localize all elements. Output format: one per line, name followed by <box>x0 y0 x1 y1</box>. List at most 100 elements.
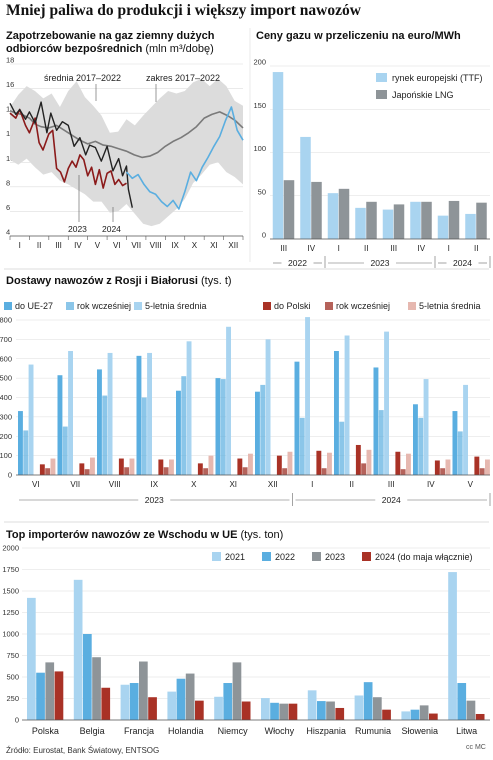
chart4-legend-swatch <box>212 552 221 561</box>
chart3-y-tick: 500 <box>0 374 12 383</box>
chart2-x-tick: II <box>474 244 478 253</box>
chart3-bar-pl <box>316 450 322 475</box>
chart1-header: Zapotrzebowanie na gaz ziemny dużych odb… <box>6 30 246 56</box>
chart3-bar-pl-prev <box>479 468 485 475</box>
chart2-legend-swatch <box>376 73 387 82</box>
chart3-x-tick: VI <box>32 480 40 489</box>
chart2-bar-ttf <box>465 213 476 239</box>
chart2-bar-lng <box>366 201 377 239</box>
chart4-x-tick: Litwa <box>456 726 477 736</box>
chart3-x-tick: XI <box>229 480 237 489</box>
chart4-bar-2021 <box>307 690 317 720</box>
chart3-bar-pl-prev <box>440 468 446 475</box>
chart1-x-tick: XI <box>210 241 218 250</box>
chart4-legend-label: 2024 (do maja włącznie) <box>375 552 473 562</box>
chart4-x-tick: Rumunia <box>355 726 391 736</box>
chart3-bar-pl-avg <box>287 451 293 475</box>
chart2-y-tick: 100 <box>253 144 266 153</box>
chart3-bar-eu27-avg <box>384 331 389 475</box>
chart3-header: Dostawy nawozów z Rosji i Białorusi (tys… <box>6 275 486 288</box>
chart2-bar-ttf <box>437 215 449 239</box>
chart3-x-tick: X <box>191 480 197 489</box>
chart3-bar-pl-prev <box>242 467 248 475</box>
chart3-bar-pl <box>276 455 282 475</box>
chart1-x-tick: VI <box>113 241 121 250</box>
chart4-y-tick: 2000 <box>2 544 19 553</box>
chart3-bar-eu27-avg <box>344 335 350 475</box>
chart3-bar-eu27-prev <box>62 426 68 475</box>
chart3-bar-pl <box>474 456 480 475</box>
chart3-bar-pl <box>434 460 440 475</box>
chart3-bar-eu27 <box>255 391 260 475</box>
chart3-bar-eu27 <box>97 369 102 475</box>
chart4-bar-2024 <box>429 713 438 720</box>
chart3-bar-eu27-avg <box>107 352 113 475</box>
chart1-title: Zapotrzebowanie na gaz ziemny dużych odb… <box>6 30 215 55</box>
chart3-bar-pl-avg <box>248 453 253 475</box>
chart2-y-tick: 0 <box>262 231 266 240</box>
chart4-bar-2022 <box>317 701 326 720</box>
chart2-group-label: 2022 <box>288 258 307 268</box>
chart4-x-tick: Włochy <box>265 726 295 736</box>
chart4-bar-2021 <box>354 695 364 720</box>
chart3-bar-pl-prev <box>321 468 327 475</box>
chart3-y-tick: 0 <box>8 471 12 480</box>
chart1-x-tick: XII <box>228 241 238 250</box>
chart1-y-tick: 18 <box>6 56 14 65</box>
chart3-unit: (tys. t) <box>200 275 232 287</box>
chart4-bar-2023 <box>279 703 289 720</box>
chart2-bar-lng <box>476 202 487 239</box>
chart2-x-tick: I <box>338 244 340 253</box>
chart3-bar-pl <box>79 463 85 475</box>
chart4-bar-2021 <box>261 698 270 720</box>
chart1-y-tick: 6 <box>6 203 10 212</box>
chart1-x-tick: III <box>55 241 62 250</box>
chart3-bar-eu27-avg <box>147 352 152 475</box>
chart3-y-tick: 700 <box>0 335 12 344</box>
chart3-bar-pl-avg <box>327 452 332 475</box>
chart3-bar-pl <box>197 463 203 475</box>
chart4-y-tick: 500 <box>6 673 19 682</box>
chart4-bar-2024 <box>148 697 157 720</box>
chart3-y-tick: 100 <box>0 451 12 460</box>
chart3-bar-pl-prev <box>124 467 130 475</box>
chart3-legend-label: do UE-27 <box>15 301 53 311</box>
chart4-bar-2021 <box>214 696 223 720</box>
chart4-x-tick: Polska <box>32 726 59 736</box>
chart3-bar-pl-prev <box>45 468 51 475</box>
chart4-legend-label: 2021 <box>225 552 245 562</box>
chart3-x-tick: XII <box>268 480 278 489</box>
chart4-bar-2024 <box>382 709 391 720</box>
chart3-x-tick: II <box>350 480 354 489</box>
chart3-x-tick: IV <box>427 480 435 489</box>
chart3-legend-swatch <box>4 302 12 310</box>
chart1-y-tick: 4 <box>6 228 10 237</box>
chart1-line-average <box>9 109 244 159</box>
chart4-y-tick: 0 <box>15 716 19 725</box>
chart4-legend-swatch <box>312 552 321 561</box>
chart3-legend-swatch <box>408 302 416 310</box>
chart3-bar-pl <box>395 451 401 475</box>
chart3-bar-eu27-prev <box>181 376 187 475</box>
chart3-bar-eu27 <box>452 411 458 475</box>
chart2-x-tick: III <box>390 244 397 253</box>
chart4-bar-2021 <box>120 684 130 720</box>
chart4-y-tick: 1000 <box>2 630 19 639</box>
chart3-bar-eu27-prev <box>418 417 424 475</box>
chart4-bar-2023 <box>419 705 429 720</box>
chart4-bar-2021 <box>27 597 36 720</box>
chart3-x-tick: V <box>468 480 474 489</box>
chart3-legend-label: rok wcześniej <box>77 301 131 311</box>
chart4-x-tick: Hiszpania <box>306 726 346 736</box>
chart3-bar-pl-avg <box>485 459 490 475</box>
chart3-bar-eu27-avg <box>423 379 429 475</box>
chart3-bar-eu27-avg <box>68 351 73 475</box>
chart3-bar-eu27-avg <box>265 339 271 475</box>
chart3-bar-pl-prev <box>361 463 367 475</box>
chart4-bar-2022 <box>457 683 467 720</box>
chart4-bar-2024 <box>288 703 298 720</box>
chart2-x-tick: II <box>364 244 368 253</box>
chart3-title: Dostawy nawozów z Rosji i Białorusi <box>6 275 198 287</box>
chart4-bar-2023 <box>45 662 55 720</box>
